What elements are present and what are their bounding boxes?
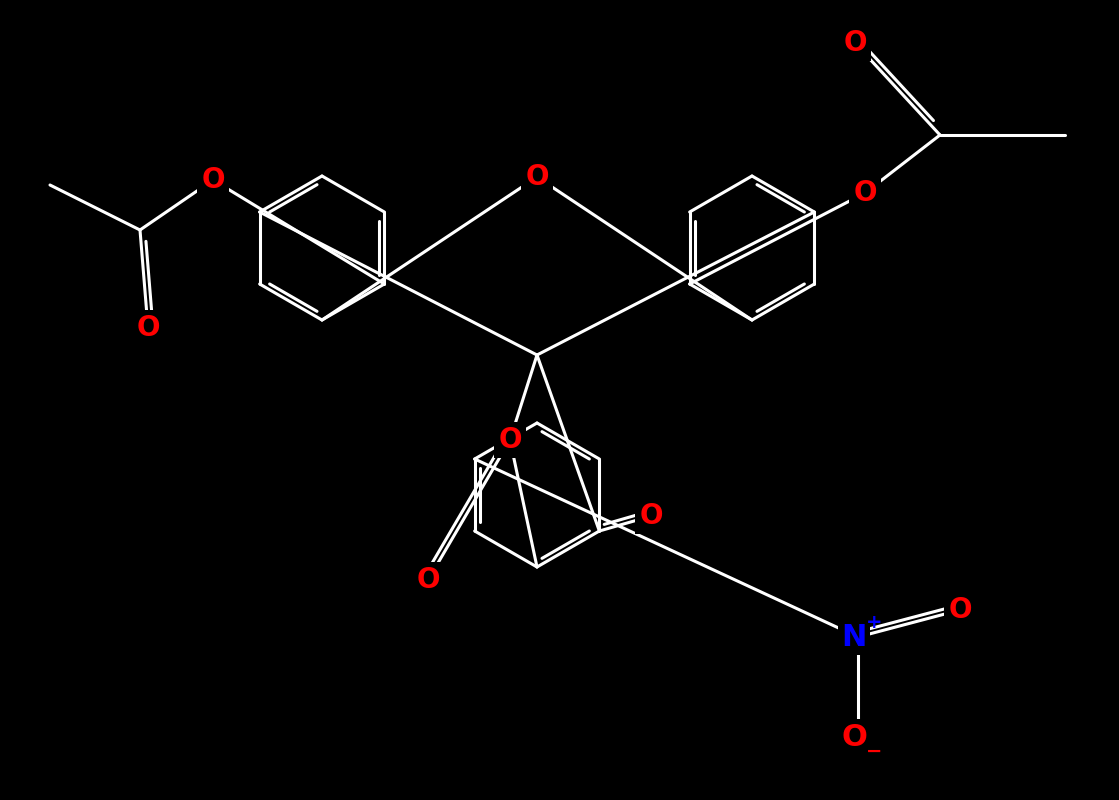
Text: O: O — [525, 163, 548, 191]
Text: O: O — [948, 596, 971, 624]
Text: O: O — [841, 722, 867, 751]
Text: O: O — [201, 166, 225, 194]
Text: O: O — [854, 179, 877, 207]
Text: O: O — [640, 502, 664, 530]
Text: +: + — [866, 614, 882, 633]
Text: O: O — [137, 314, 160, 342]
Text: O: O — [498, 426, 521, 454]
Text: −: − — [866, 742, 882, 761]
Text: N: N — [841, 622, 867, 651]
Text: O: O — [416, 566, 440, 594]
Text: O: O — [844, 29, 867, 57]
